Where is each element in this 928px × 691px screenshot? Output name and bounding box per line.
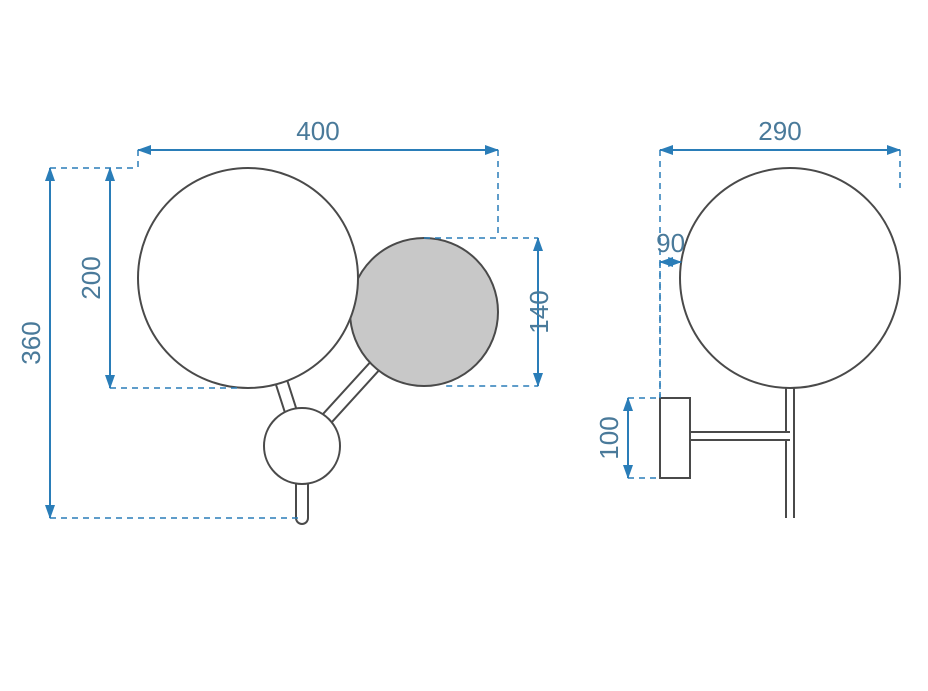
front-base <box>264 408 340 484</box>
side-sphere <box>680 168 900 388</box>
svg-text:90: 90 <box>656 228 685 258</box>
technical-drawing: 400 360 200 140 290 90 100 <box>0 0 928 686</box>
svg-text:200: 200 <box>76 256 106 299</box>
svg-text:400: 400 <box>296 116 339 146</box>
svg-text:100: 100 <box>594 416 624 459</box>
front-small-sphere <box>350 238 498 386</box>
svg-text:140: 140 <box>524 290 554 333</box>
svg-text:360: 360 <box>16 321 46 364</box>
side-mount <box>660 398 690 478</box>
svg-text:290: 290 <box>758 116 801 146</box>
front-big-sphere <box>138 168 358 388</box>
